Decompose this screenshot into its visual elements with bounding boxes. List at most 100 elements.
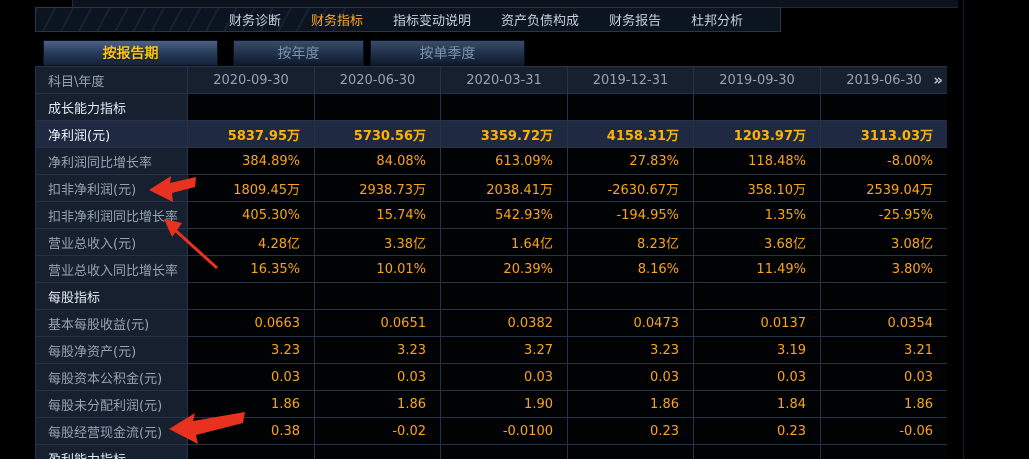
- cell-value: 1.35%: [693, 201, 821, 229]
- table-row: 净利润同比增长率 384.89% 84.08% 613.09% 27.83% 118.48…: [35, 147, 947, 175]
- cell-value: 0.03: [567, 363, 694, 391]
- table-row: 扣非净利润(元) 1809.45万 2938.73万 2038.41万 -2630.67…: [35, 174, 947, 202]
- cell-value: 384.89%: [187, 147, 315, 175]
- corner-cell: 科目\年度: [35, 66, 188, 94]
- cell-value: 613.09%: [440, 147, 568, 175]
- cell-value: 0.03: [820, 363, 947, 391]
- page-edge-line: [963, 0, 964, 459]
- table-row: 每股资本公积金(元) 0.03 0.03 0.03 0.03 0.03 0.03: [35, 363, 947, 391]
- cell-value: -194.95%: [567, 201, 694, 229]
- row-label: 扣非净利润同比增长率: [35, 201, 188, 229]
- cell-value: 5730.56万: [314, 120, 441, 148]
- nav-item-2[interactable]: 指标变动说明: [393, 14, 472, 29]
- row-label: 营业总收入同比增长率: [35, 255, 188, 283]
- cell-value: 1.90: [440, 390, 568, 418]
- tab-1[interactable]: 按年度: [233, 40, 364, 66]
- cell-value: [693, 444, 821, 459]
- cell-value: 3.21: [820, 336, 947, 364]
- cell-value: 1.86: [314, 390, 441, 418]
- table-row: 基本每股收益(元) 0.0663 0.0651 0.0382 0.0473 0.0137 0…: [35, 309, 947, 337]
- cell-value: 0.0473: [567, 309, 694, 337]
- cell-value: 118.48%: [693, 147, 821, 175]
- cell-value: 2539.04万: [820, 174, 947, 202]
- column-header-4: 2019-09-30: [693, 66, 821, 94]
- cell-value: 8.16%: [567, 255, 694, 283]
- cell-value: [314, 282, 441, 310]
- cell-value: -0.06: [820, 417, 947, 445]
- row-label: 成长能力指标: [35, 93, 188, 121]
- cell-value: 11.49%: [693, 255, 821, 283]
- cell-value: 3.68亿: [693, 228, 821, 256]
- row-label: 基本每股收益(元): [35, 309, 188, 337]
- nav-items: 财务诊断 财务指标 指标变动说明 资产负债构成 财务报告 杜邦分析: [229, 10, 743, 29]
- cell-value: [820, 444, 947, 459]
- financial-table-wrap: 科目\年度 2020-09-30 2020-06-30 2020-03-31 2019-…: [35, 66, 947, 459]
- nav-item-3[interactable]: 资产负债构成: [501, 14, 580, 29]
- more-columns-icon[interactable]: »: [933, 71, 943, 89]
- row-label: 每股资本公积金(元): [35, 363, 188, 391]
- cell-value: 8.23亿: [567, 228, 694, 256]
- cell-value: 1.86: [820, 390, 947, 418]
- cell-value: [440, 444, 568, 459]
- cell-value: [820, 93, 947, 121]
- row-label: 营业总收入(元): [35, 228, 188, 256]
- cell-value: 0.03: [693, 363, 821, 391]
- cell-value: 542.93%: [440, 201, 568, 229]
- cell-value: [440, 93, 568, 121]
- cell-value: [440, 282, 568, 310]
- cell-value: [567, 444, 694, 459]
- table-row: 每股经营现金流(元) 0.38 -0.02 -0.0100 0.23 0.23 -0.06: [35, 417, 947, 445]
- cell-value: 10.01%: [314, 255, 441, 283]
- nav-item-0[interactable]: 财务诊断: [229, 14, 282, 29]
- cell-value: 358.10万: [693, 174, 821, 202]
- cell-value: [567, 93, 694, 121]
- cell-value: 0.23: [693, 417, 821, 445]
- cell-value: 1.84: [693, 390, 821, 418]
- cell-value: 5837.95万: [187, 120, 315, 148]
- row-label: 每股未分配利润(元): [35, 390, 188, 418]
- finance-section-nav: 财务诊断 财务指标 指标变动说明 资产负债构成 财务报告 杜邦分析: [35, 7, 781, 32]
- financial-table: 科目\年度 2020-09-30 2020-06-30 2020-03-31 2019-…: [35, 66, 947, 459]
- cell-value: 0.03: [314, 363, 441, 391]
- column-header-3: 2019-12-31: [567, 66, 694, 94]
- cell-value: 1.86: [187, 390, 315, 418]
- cell-value: [187, 282, 315, 310]
- cell-value: 3359.72万: [440, 120, 568, 148]
- cell-value: -2630.67万: [567, 174, 694, 202]
- tab-2[interactable]: 按单季度: [370, 40, 525, 66]
- row-label: 每股经营现金流(元): [35, 417, 188, 445]
- cell-value: 0.0651: [314, 309, 441, 337]
- tab-0[interactable]: 按报告期: [43, 40, 218, 66]
- cell-value: 1809.45万: [187, 174, 315, 202]
- cell-value: 1.86: [567, 390, 694, 418]
- cell-value: 0.03: [440, 363, 568, 391]
- row-label: 盈利能力指标: [35, 444, 188, 459]
- table-row: 净利润(元) 5837.95万 5730.56万 3359.72万 4158.31万 12…: [35, 120, 947, 148]
- nav-item-5[interactable]: 杜邦分析: [691, 14, 744, 29]
- cell-value: 0.0137: [693, 309, 821, 337]
- cell-value: [187, 93, 315, 121]
- cell-value: 1203.97万: [693, 120, 821, 148]
- row-label: 扣非净利润(元): [35, 174, 188, 202]
- cell-value: 3113.03万: [820, 120, 947, 148]
- section-row: 成长能力指标: [35, 93, 947, 121]
- cell-value: -8.00%: [820, 147, 947, 175]
- cell-value: 0.0354: [820, 309, 947, 337]
- cell-value: [693, 282, 821, 310]
- cell-value: 2938.73万: [314, 174, 441, 202]
- cell-value: 0.23: [567, 417, 694, 445]
- cell-value: [693, 93, 821, 121]
- cell-value: 16.35%: [187, 255, 315, 283]
- column-header-5: 2019-06-30»: [820, 66, 947, 94]
- nav-item-1[interactable]: 财务指标: [311, 14, 364, 29]
- table-row: 扣非净利润同比增长率 405.30% 15.74% 542.93% -194.95% 1.…: [35, 201, 947, 229]
- nav-item-4[interactable]: 财务报告: [609, 14, 662, 29]
- cell-value: [820, 282, 947, 310]
- table-row: 每股净资产(元) 3.23 3.23 3.27 3.23 3.19 3.21: [35, 336, 947, 364]
- cell-value: [187, 444, 315, 459]
- cell-value: 4.28亿: [187, 228, 315, 256]
- section-row: 盈利能力指标: [35, 444, 947, 459]
- cell-value: 3.23: [314, 336, 441, 364]
- row-label: 净利润(元): [35, 120, 188, 148]
- column-header-1: 2020-06-30: [314, 66, 441, 94]
